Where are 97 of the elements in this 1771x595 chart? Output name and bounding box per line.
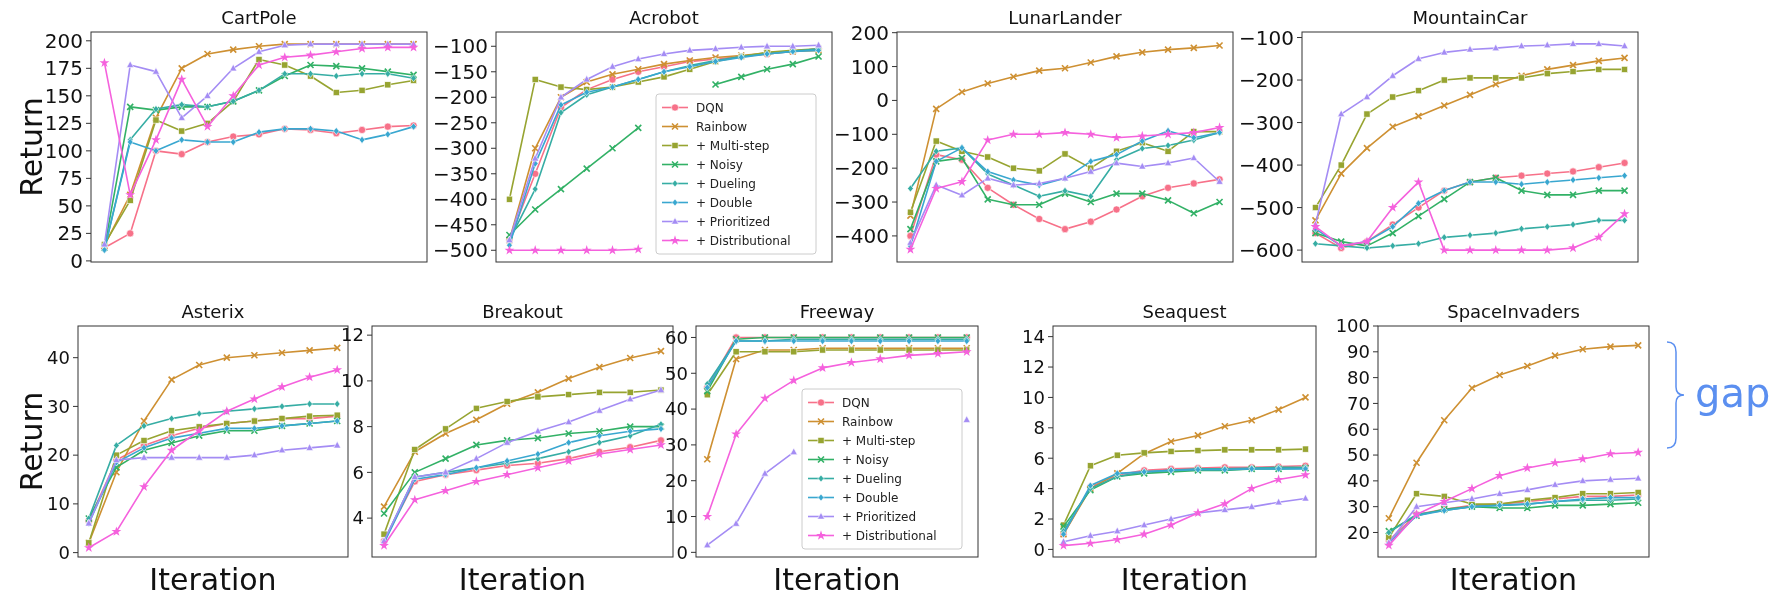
y-tick-label: 150 [44, 83, 83, 108]
y-axis-title: Return [14, 391, 49, 492]
y-tick-label: 175 [44, 56, 83, 81]
y-tick-label: −500 [1239, 195, 1294, 220]
y-tick-label: 12 [341, 324, 364, 346]
y-tick-label: 100 [1335, 315, 1370, 337]
y-tick-label: 200 [44, 28, 83, 53]
y-tick-label: 20 [665, 470, 688, 492]
y-tick-label: 70 [1347, 392, 1370, 414]
y-tick-label: 10 [47, 493, 70, 515]
legend-label: + Double [696, 196, 753, 210]
x-axis-title: Iteration [1120, 562, 1249, 595]
y-tick-label: −100 [834, 122, 889, 147]
y-tick-label: 8 [1033, 417, 1045, 439]
legend-label: DQN [842, 396, 870, 410]
y-tick-label: 40 [47, 346, 70, 368]
legend-label: + Prioritized [696, 215, 771, 229]
legend-label: + Prioritized [842, 510, 917, 524]
y-tick-label: 200 [850, 20, 889, 45]
y-tick-label: 2 [1033, 508, 1045, 530]
x-axis-title: Iteration [458, 562, 587, 595]
legend-label: + Multi-step [696, 139, 770, 153]
y-tick-label: −250 [433, 110, 488, 135]
y-tick-label: −400 [1239, 153, 1294, 178]
y-tick-label: 20 [47, 444, 70, 466]
y-tick-label: −400 [834, 223, 889, 248]
y-tick-label: 14 [1022, 325, 1045, 347]
y-tick-label: −100 [433, 34, 488, 59]
x-axis-title: Iteration [1449, 562, 1578, 595]
y-tick-label: 6 [1033, 447, 1045, 469]
y-tick-label: 100 [44, 138, 83, 163]
legend-label: DQN [696, 101, 724, 115]
legend-label: + Double [842, 491, 899, 505]
y-tick-label: 0 [676, 541, 688, 563]
y-tick-label: 0 [1033, 538, 1045, 560]
y-tick-label: 125 [44, 111, 83, 136]
y-tick-label: 90 [1347, 341, 1370, 363]
y-tick-label: −350 [433, 161, 488, 186]
legend-label: + Multi-step [842, 434, 916, 448]
y-tick-label: 50 [57, 193, 83, 218]
y-tick-label: 30 [1347, 495, 1370, 517]
y-tick-label: 30 [665, 434, 688, 456]
y-tick-label: 8 [352, 415, 364, 437]
y-tick-label: −500 [433, 238, 488, 263]
y-tick-label: 20 [1347, 521, 1370, 543]
y-tick-label: 4 [352, 507, 364, 529]
y-tick-label: 30 [47, 395, 70, 417]
y-tick-label: 100 [850, 54, 889, 79]
legend-label: Rainbow [696, 120, 748, 134]
y-tick-label: 4 [1033, 477, 1045, 499]
y-tick-label: 10 [341, 370, 364, 392]
chart-title: Breakout [482, 301, 563, 322]
y-tick-label: 60 [665, 326, 688, 348]
y-tick-label: −400 [433, 187, 488, 212]
chart-title: LunarLander [1008, 7, 1123, 28]
y-tick-label: 50 [1347, 444, 1370, 466]
chart-title: Seaquest [1142, 301, 1227, 322]
legend-label: Rainbow [842, 415, 894, 429]
y-tick-label: 10 [665, 505, 688, 527]
y-tick-label: 0 [58, 541, 70, 563]
legend-label: + Dueling [842, 472, 902, 486]
chart-title: CartPole [221, 7, 297, 28]
chart-title: SpaceInvaders [1447, 301, 1580, 322]
y-tick-label: −200 [1239, 68, 1294, 93]
y-tick-label: 12 [1022, 356, 1045, 378]
x-axis-title: Iteration [773, 562, 901, 595]
y-tick-label: 0 [876, 88, 889, 113]
y-tick-label: 80 [1347, 366, 1370, 388]
y-tick-label: 6 [352, 461, 364, 483]
chart-title: Asterix [181, 301, 245, 322]
y-tick-label: 40 [665, 398, 688, 420]
chart-title: Acrobot [629, 7, 699, 28]
y-tick-label: 60 [1347, 418, 1370, 440]
y-tick-label: 0 [70, 248, 83, 273]
x-axis-title: Iteration [149, 562, 277, 595]
y-tick-label: −300 [433, 136, 488, 161]
legend-label: + Distributional [842, 529, 937, 543]
y-tick-label: −200 [834, 156, 889, 181]
text: gap [1695, 370, 1771, 416]
y-tick-label: −600 [1239, 238, 1294, 263]
legend-label: + Noisy [842, 453, 889, 467]
legend-label: + Dueling [696, 177, 756, 191]
y-tick-label: −200 [433, 85, 488, 110]
y-tick-label: −450 [433, 212, 488, 237]
y-tick-label: 40 [1347, 470, 1370, 492]
y-tick-label: −100 [1239, 25, 1294, 50]
y-tick-label: 50 [665, 362, 688, 384]
y-tick-label: −150 [433, 59, 488, 84]
y-tick-label: 10 [1022, 386, 1045, 408]
y-tick-label: −300 [834, 190, 889, 215]
chart-title: MountainCar [1412, 7, 1529, 28]
chart-title: Freeway [799, 301, 875, 322]
legend-label: + Noisy [696, 158, 743, 172]
y-tick-label: 25 [57, 221, 83, 246]
legend-label: + Distributional [696, 234, 791, 248]
y-tick-label: −300 [1239, 110, 1294, 135]
y-tick-label: 75 [57, 166, 83, 191]
